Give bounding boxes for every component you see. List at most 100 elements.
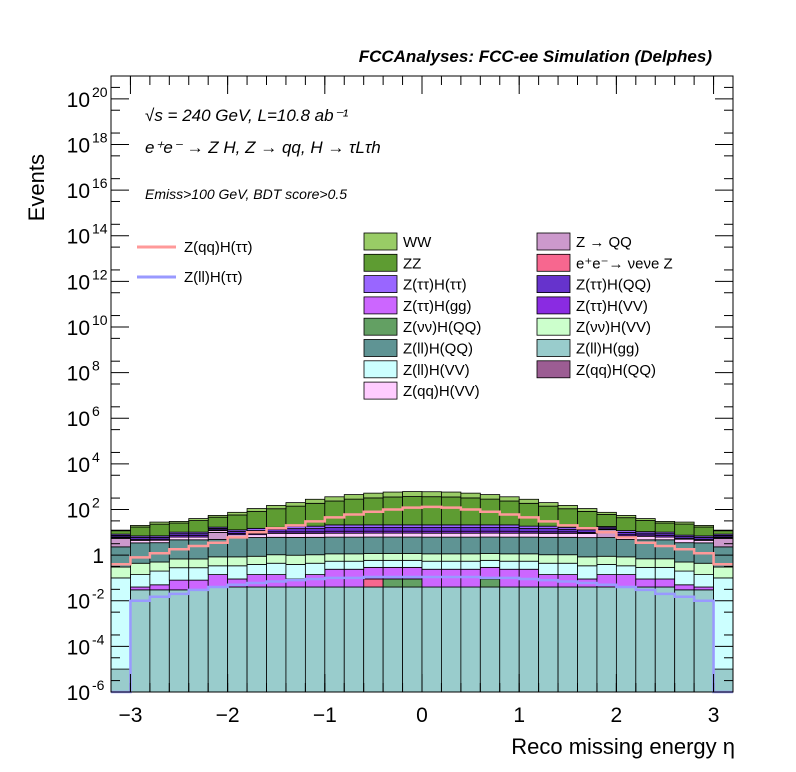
- bar-z-ll-h-vv-: [285, 564, 306, 580]
- x-tick-label: 0: [416, 704, 428, 727]
- stacked-bars: [110, 491, 734, 693]
- y-tick-label: 10: [67, 408, 90, 431]
- y-tick-label: 10: [67, 226, 90, 249]
- bar-z-ll-h-vv-: [246, 564, 267, 575]
- legend-label: Z(ττ)H(VV): [576, 298, 648, 315]
- bar-z-qq-h-vv-: [654, 536, 676, 541]
- x-tick-label: −3: [118, 704, 142, 727]
- bar-z-ll-h-gg-: [615, 586, 637, 693]
- bar-z-ll-h-vv-: [674, 570, 695, 586]
- bar-z-ll-h-gg-: [382, 586, 403, 693]
- bar-z-ll-h-vv-: [635, 566, 656, 580]
- bar-z-h-vv-: [324, 553, 345, 562]
- bar-z-ll-h-vv-: [188, 567, 209, 581]
- bar-zz: [266, 508, 287, 528]
- bar-z-h-qq-: [382, 527, 403, 532]
- bar-z-ll-h-qq-: [674, 542, 695, 563]
- bar-ww: [110, 529, 131, 532]
- bar-z-h-vv-: [538, 554, 559, 564]
- bar-z-qq-h-vv-: [324, 532, 345, 538]
- bar-z-ll-h-vv-: [110, 577, 131, 670]
- bar-ww: [596, 511, 617, 515]
- bar-zz: [402, 496, 423, 526]
- bar-z-qq-h-vv-: [635, 535, 656, 541]
- bar-z-ll-h-vv-: [149, 570, 170, 586]
- bar-ww: [168, 521, 190, 524]
- bar-zz: [227, 514, 248, 531]
- bar-z-qq-h-vv-: [518, 532, 540, 538]
- bar-z-h-qq-: [324, 527, 345, 532]
- bar-zz: [596, 514, 617, 527]
- bar-z-h-: [343, 524, 365, 528]
- bar-z-h-: [324, 524, 345, 528]
- y-tick-label: 10: [67, 454, 90, 477]
- bar-z-h-: [363, 524, 384, 528]
- bar-ww: [266, 505, 287, 510]
- bar-ww: [557, 505, 578, 510]
- line-z-ll-h-: [111, 575, 733, 694]
- legend-swatch: [536, 232, 571, 251]
- bar-e-e-e-e-z: [363, 578, 384, 588]
- bar-z-ll-h-qq-: [479, 536, 501, 554]
- bar-ww: [343, 494, 365, 500]
- bar-zz: [674, 523, 695, 536]
- chart-title: FCCAnalyses: FCC-ee Simulation (Delphes): [359, 47, 713, 66]
- legend-label: Z → QQ: [576, 234, 632, 251]
- bar-z-h-gg-: [168, 579, 190, 591]
- bar-z-h-qq-: [343, 527, 365, 532]
- bar-z-qq-h-vv-: [557, 532, 578, 538]
- bar-ww: [654, 521, 676, 524]
- bar-z-qq-h-vv-: [188, 536, 209, 541]
- bar-z-ll-h-gg-: [168, 589, 190, 693]
- bar-z-h-vv-: [421, 553, 442, 562]
- bar-ww: [538, 502, 559, 507]
- legend-swatch: [363, 381, 398, 400]
- bar-zz: [188, 520, 209, 533]
- bar-zz: [654, 522, 676, 533]
- legend-item: Z(ττ)H(VV): [536, 296, 648, 315]
- x-tick-label: 3: [708, 704, 720, 727]
- x-tick-label: 1: [513, 704, 525, 727]
- legend-swatch: [536, 296, 571, 315]
- bar-z-ll-h-vv-: [304, 562, 326, 576]
- bar-zz: [421, 496, 442, 526]
- line-z-qq-h-: [111, 505, 733, 566]
- legend-item: Z → QQ: [536, 232, 632, 251]
- bar-ww: [285, 502, 306, 507]
- bar-z-ll-h-vv-: [479, 559, 501, 568]
- bar-z-qq: [110, 538, 131, 548]
- legend-item: Z(νν)H(VV): [536, 317, 651, 336]
- legend-label: e⁺e⁻→ νeνe Z: [576, 255, 673, 272]
- bar-z-h-vv-: [674, 561, 695, 572]
- legend-label: Z(νν)H(QQ): [403, 319, 481, 336]
- legend-label: Z(qq)H(VV): [403, 383, 480, 400]
- bar-z-h-vv-: [654, 558, 676, 568]
- bar-z-ll-h-qq-: [596, 537, 617, 557]
- y-tick-label: 10: [67, 682, 90, 705]
- legend-label: Z(ττ)H(ττ): [403, 277, 467, 294]
- bar-z-ll-h-qq-: [266, 536, 287, 556]
- bar-z-ll-h-qq-: [577, 537, 598, 558]
- x-axis-label: Reco missing energy η: [511, 734, 735, 759]
- bar-z-ll-h-gg-: [246, 586, 267, 693]
- y-tick-label: 10: [67, 363, 90, 386]
- bar-z-ll-h-gg-: [285, 586, 306, 693]
- legend-item: Z(qq)H(VV): [363, 381, 480, 400]
- bar-z-ll-h-gg-: [421, 586, 442, 693]
- legend-item: WW: [363, 232, 432, 251]
- bar-z-h-vv-: [635, 558, 656, 568]
- bar-z-qq-h-vv-: [674, 538, 695, 544]
- x-tick-label: −1: [313, 704, 337, 727]
- legend-swatch: [536, 317, 571, 336]
- bar-z-h-vv-: [110, 566, 131, 579]
- bar-z-h-: [382, 524, 403, 528]
- bar-z-ll-h-gg-: [207, 586, 229, 693]
- legend-label: Z(ll)H(gg): [576, 341, 639, 358]
- bar-zz: [577, 511, 598, 529]
- bar-z-ll-h-qq-: [382, 536, 403, 554]
- bar-z-ll-h-qq-: [518, 536, 540, 555]
- legend-label: Z(qq)H(QQ): [576, 362, 656, 379]
- bar-z-h-vv-: [596, 555, 617, 565]
- bar-z-h-: [402, 524, 423, 528]
